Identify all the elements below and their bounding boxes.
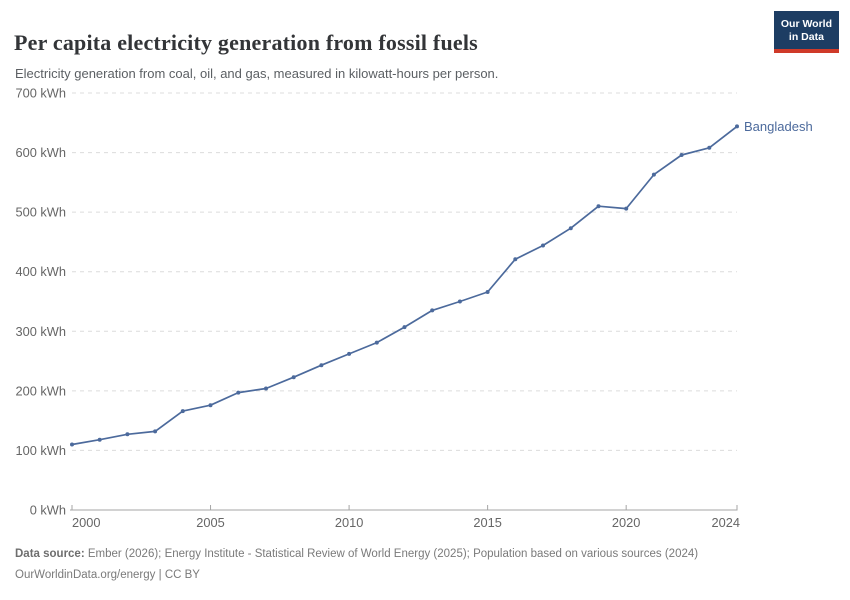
x-tick-label: 2005 [196,515,224,530]
data-point[interactable] [291,375,296,380]
data-point[interactable] [264,386,268,391]
data-point[interactable] [541,243,545,248]
data-point[interactable] [735,124,739,129]
data-point[interactable] [707,145,712,150]
data-source-text: Ember (2026); Energy Institute - Statist… [84,548,699,560]
data-point[interactable] [374,340,379,345]
y-tick-label: 400 kWh [15,264,66,279]
x-tick-label: 2020 [612,515,640,530]
data-point[interactable] [568,226,573,231]
line-chart: 0 kWh 100 kWh 200 kWh 300 kWh 400 kWh 500 kWh… [15,86,813,531]
data-point[interactable] [485,290,490,294]
y-tick-label: 500 kWh [15,205,66,220]
data-point[interactable] [208,403,213,408]
footer-separator: | [155,568,165,581]
data-point[interactable] [457,299,462,304]
series-end-label[interactable]: Bangladesh [744,119,813,134]
data-point[interactable] [236,390,241,395]
y-tick-label: 0 kWh [30,503,66,518]
chart-subtitle: Electricity generation from coal, oil, a… [15,66,499,81]
data-point[interactable] [679,153,684,157]
data-line [71,125,738,446]
data-point[interactable] [430,308,435,313]
y-tick-label: 200 kWh [15,383,66,398]
data-point[interactable] [70,442,74,447]
x-tick-label: 2024 [712,515,740,530]
data-point[interactable] [651,172,656,177]
y-tick-label: 600 kWh [15,145,66,160]
y-tick-label: 700 kWh [15,86,66,101]
data-source-label: Data source: [15,548,85,560]
footer-url-link[interactable]: OurWorldinData.org/energy [15,568,156,581]
data-point[interactable] [624,206,629,211]
data-point[interactable] [402,325,407,330]
page-title: Per capita electricity generation from f… [14,29,478,55]
data-point[interactable] [513,257,518,262]
x-tick-label: 2000 [72,515,100,530]
data-point[interactable] [347,351,352,356]
chart-footer: Data source: Ember (2026); Energy Instit… [15,544,835,585]
owid-logo-line2: in Data [788,31,824,44]
owid-logo[interactable]: Our World in Data [773,11,839,54]
owid-logo-line1: Our World [780,18,832,30]
data-point[interactable] [180,409,185,414]
x-tick-label: 2010 [335,515,363,530]
y-tick-label: 100 kWh [15,443,66,458]
license-line: OurWorldinData.org/energy | CC BY [15,565,835,586]
data-point[interactable] [319,363,324,368]
y-tick-label: 300 kWh [15,324,66,339]
data-point[interactable] [97,437,102,442]
x-tick-label: 2015 [473,515,501,530]
footer-license: CC BY [164,568,200,581]
data-point[interactable] [125,432,130,437]
data-point[interactable] [596,204,601,209]
data-source-line: Data source: Ember (2026); Energy Instit… [15,544,835,565]
data-point[interactable] [153,429,158,434]
